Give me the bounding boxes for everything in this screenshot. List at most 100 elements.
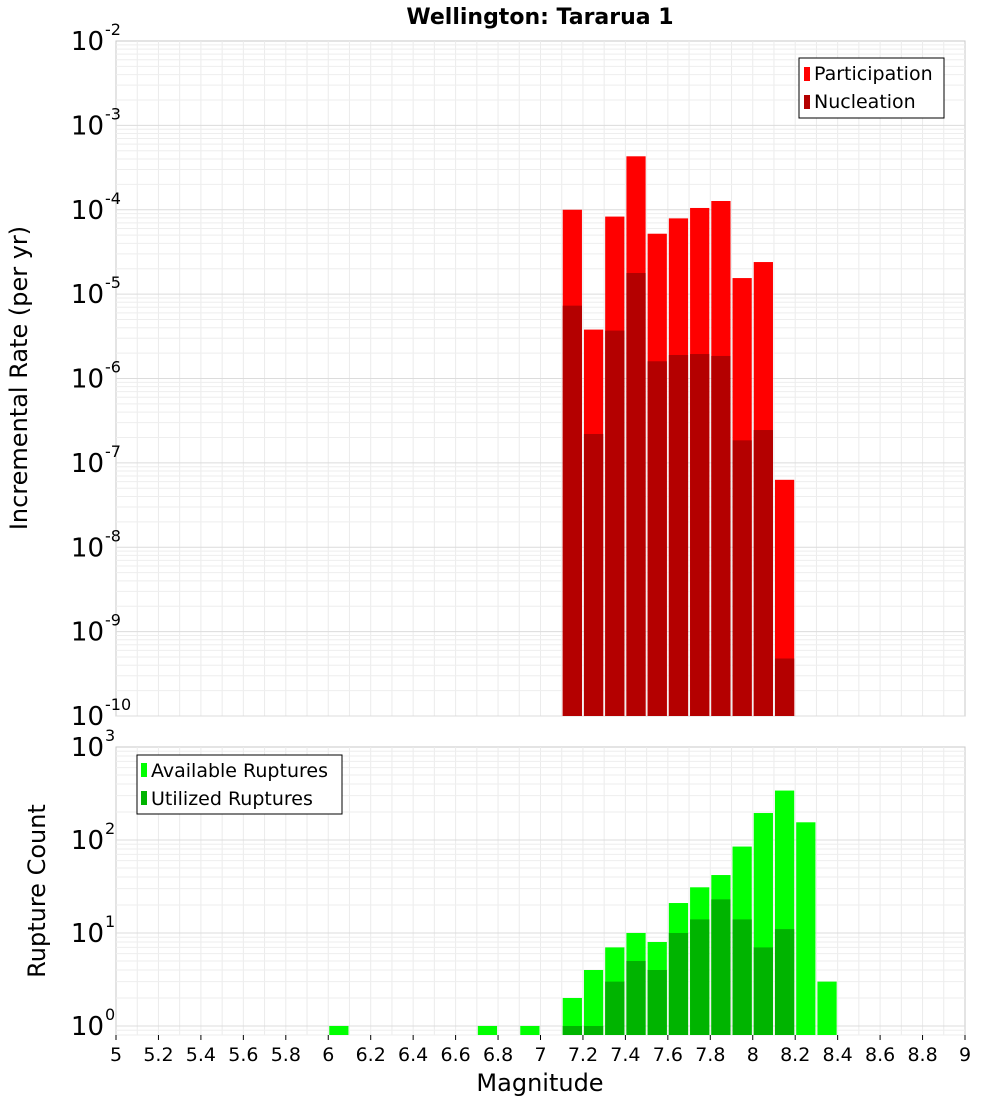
legend-available-label: Available Ruptures bbox=[151, 760, 328, 782]
chart-title: Wellington: Tararua 1 bbox=[406, 5, 673, 30]
x-axis-title: Magnitude bbox=[476, 1069, 603, 1097]
x-tick-label: 7.2 bbox=[568, 1044, 598, 1066]
rate-bar-inner bbox=[562, 305, 582, 716]
count-bar-outer bbox=[520, 1025, 540, 1035]
rate-bar-inner bbox=[732, 440, 752, 716]
count-bar-inner bbox=[690, 919, 710, 1035]
x-tick-label: 8.8 bbox=[907, 1044, 937, 1066]
rate-bar-inner bbox=[647, 361, 667, 716]
x-tick-label: 6.8 bbox=[483, 1044, 513, 1066]
legend-nucleation-swatch bbox=[804, 95, 810, 109]
x-tick-label: 8.6 bbox=[865, 1044, 895, 1066]
y-tick-exponent: -5 bbox=[105, 273, 121, 292]
legend-utilized-label: Utilized Ruptures bbox=[151, 788, 313, 810]
y-tick-label: 10 bbox=[71, 365, 104, 395]
y-tick-label: 10 bbox=[71, 618, 104, 648]
y-tick-exponent: -6 bbox=[105, 358, 121, 377]
count-bar-outer bbox=[817, 981, 837, 1035]
y-tick-exponent: 0 bbox=[105, 1005, 115, 1024]
legend-nucleation-label: Nucleation bbox=[814, 91, 916, 113]
top-grid bbox=[116, 41, 965, 717]
top-legend: Participation Nucleation bbox=[798, 57, 945, 119]
y-tick-label: 10 bbox=[71, 1012, 104, 1042]
rate-bar-inner bbox=[711, 355, 731, 716]
x-ticks: 5 5.2 5.4 5.6 5.8 6 6.2 6.4 6.6 6.8 7 7.2 7.4 7.6 7.8 8… bbox=[110, 1035, 971, 1066]
legend-available-swatch bbox=[141, 763, 147, 777]
x-tick-label: 5 bbox=[110, 1044, 122, 1066]
y-tick-label: 10 bbox=[71, 702, 104, 732]
y-tick-exponent: -7 bbox=[105, 442, 121, 461]
x-tick-label: 8.4 bbox=[823, 1044, 853, 1066]
y-tick-label: 10 bbox=[71, 919, 104, 949]
x-tick-label: 9 bbox=[959, 1044, 971, 1066]
count-bar-inner bbox=[711, 899, 731, 1035]
x-tick-label: 7.8 bbox=[695, 1044, 725, 1066]
legend-participation-label: Participation bbox=[814, 63, 933, 85]
count-bar-inner bbox=[583, 1025, 604, 1035]
y-tick-exponent: 2 bbox=[105, 819, 115, 838]
count-bar-inner bbox=[562, 1025, 582, 1035]
rate-bar-inner bbox=[626, 272, 646, 716]
y-tick-exponent: 3 bbox=[105, 726, 115, 745]
top-y-axis-title: Incremental Rate (per yr) bbox=[5, 226, 33, 530]
count-bar-outer bbox=[329, 1025, 349, 1035]
count-bar-inner bbox=[626, 960, 646, 1035]
y-tick-label: 10 bbox=[71, 27, 104, 57]
y-tick-label: 10 bbox=[71, 111, 104, 141]
x-tick-label: 6.2 bbox=[356, 1044, 386, 1066]
x-tick-label: 5.4 bbox=[186, 1044, 216, 1066]
y-tick-label: 10 bbox=[71, 280, 104, 310]
top-bars bbox=[562, 156, 795, 717]
count-bar-inner bbox=[774, 929, 795, 1035]
x-tick-label: 7.4 bbox=[610, 1044, 640, 1066]
count-bar-inner bbox=[732, 919, 752, 1035]
y-tick-exponent: -4 bbox=[105, 189, 121, 208]
bottom-legend: Available Ruptures Utilized Ruptures bbox=[136, 754, 343, 815]
x-tick-label: 7.6 bbox=[653, 1044, 683, 1066]
rate-bar-inner bbox=[668, 354, 689, 716]
y-tick-exponent: 1 bbox=[105, 912, 115, 931]
x-tick-label: 8.2 bbox=[780, 1044, 810, 1066]
y-tick-exponent: -9 bbox=[105, 611, 121, 630]
count-bar-inner bbox=[753, 947, 773, 1035]
y-tick-exponent: -10 bbox=[105, 695, 131, 714]
y-tick-exponent: -3 bbox=[105, 104, 121, 123]
count-bar-outer bbox=[477, 1025, 498, 1035]
legend-participation-swatch bbox=[804, 67, 810, 81]
count-bar-outer bbox=[562, 997, 582, 1035]
count-bar-inner bbox=[605, 981, 625, 1035]
count-bar-inner bbox=[647, 969, 667, 1035]
x-tick-label: 5.6 bbox=[228, 1044, 258, 1066]
x-tick-label: 8 bbox=[747, 1044, 759, 1066]
bottom-y-axis-title: Rupture Count bbox=[23, 804, 51, 978]
y-tick-label: 10 bbox=[71, 826, 104, 856]
top-legend-box bbox=[798, 57, 945, 119]
x-tick-label: 6 bbox=[322, 1044, 334, 1066]
y-tick-exponent: -8 bbox=[105, 526, 121, 545]
rate-bar-outer bbox=[774, 479, 795, 716]
x-tick-label: 7 bbox=[534, 1044, 546, 1066]
y-tick-label: 10 bbox=[71, 196, 104, 226]
count-bar-outer bbox=[796, 822, 816, 1035]
legend-utilized-swatch bbox=[141, 791, 147, 805]
bottom-legend-box bbox=[136, 754, 343, 815]
rate-bar-inner bbox=[774, 658, 795, 716]
rate-bar-inner bbox=[753, 430, 773, 716]
rate-bar-inner bbox=[583, 433, 604, 716]
count-bar-inner bbox=[668, 932, 689, 1035]
x-tick-label: 6.4 bbox=[398, 1044, 428, 1066]
x-tick-label: 5.2 bbox=[143, 1044, 173, 1066]
y-tick-label: 10 bbox=[71, 449, 104, 479]
x-tick-label: 5.8 bbox=[271, 1044, 301, 1066]
bottom-bars bbox=[329, 790, 837, 1035]
x-tick-label: 6.6 bbox=[440, 1044, 470, 1066]
count-bar-outer bbox=[583, 969, 604, 1035]
y-tick-exponent: -2 bbox=[105, 20, 121, 39]
rate-bar-inner bbox=[690, 354, 710, 716]
rate-bar-inner bbox=[605, 330, 625, 716]
y-tick-label: 10 bbox=[71, 733, 104, 763]
